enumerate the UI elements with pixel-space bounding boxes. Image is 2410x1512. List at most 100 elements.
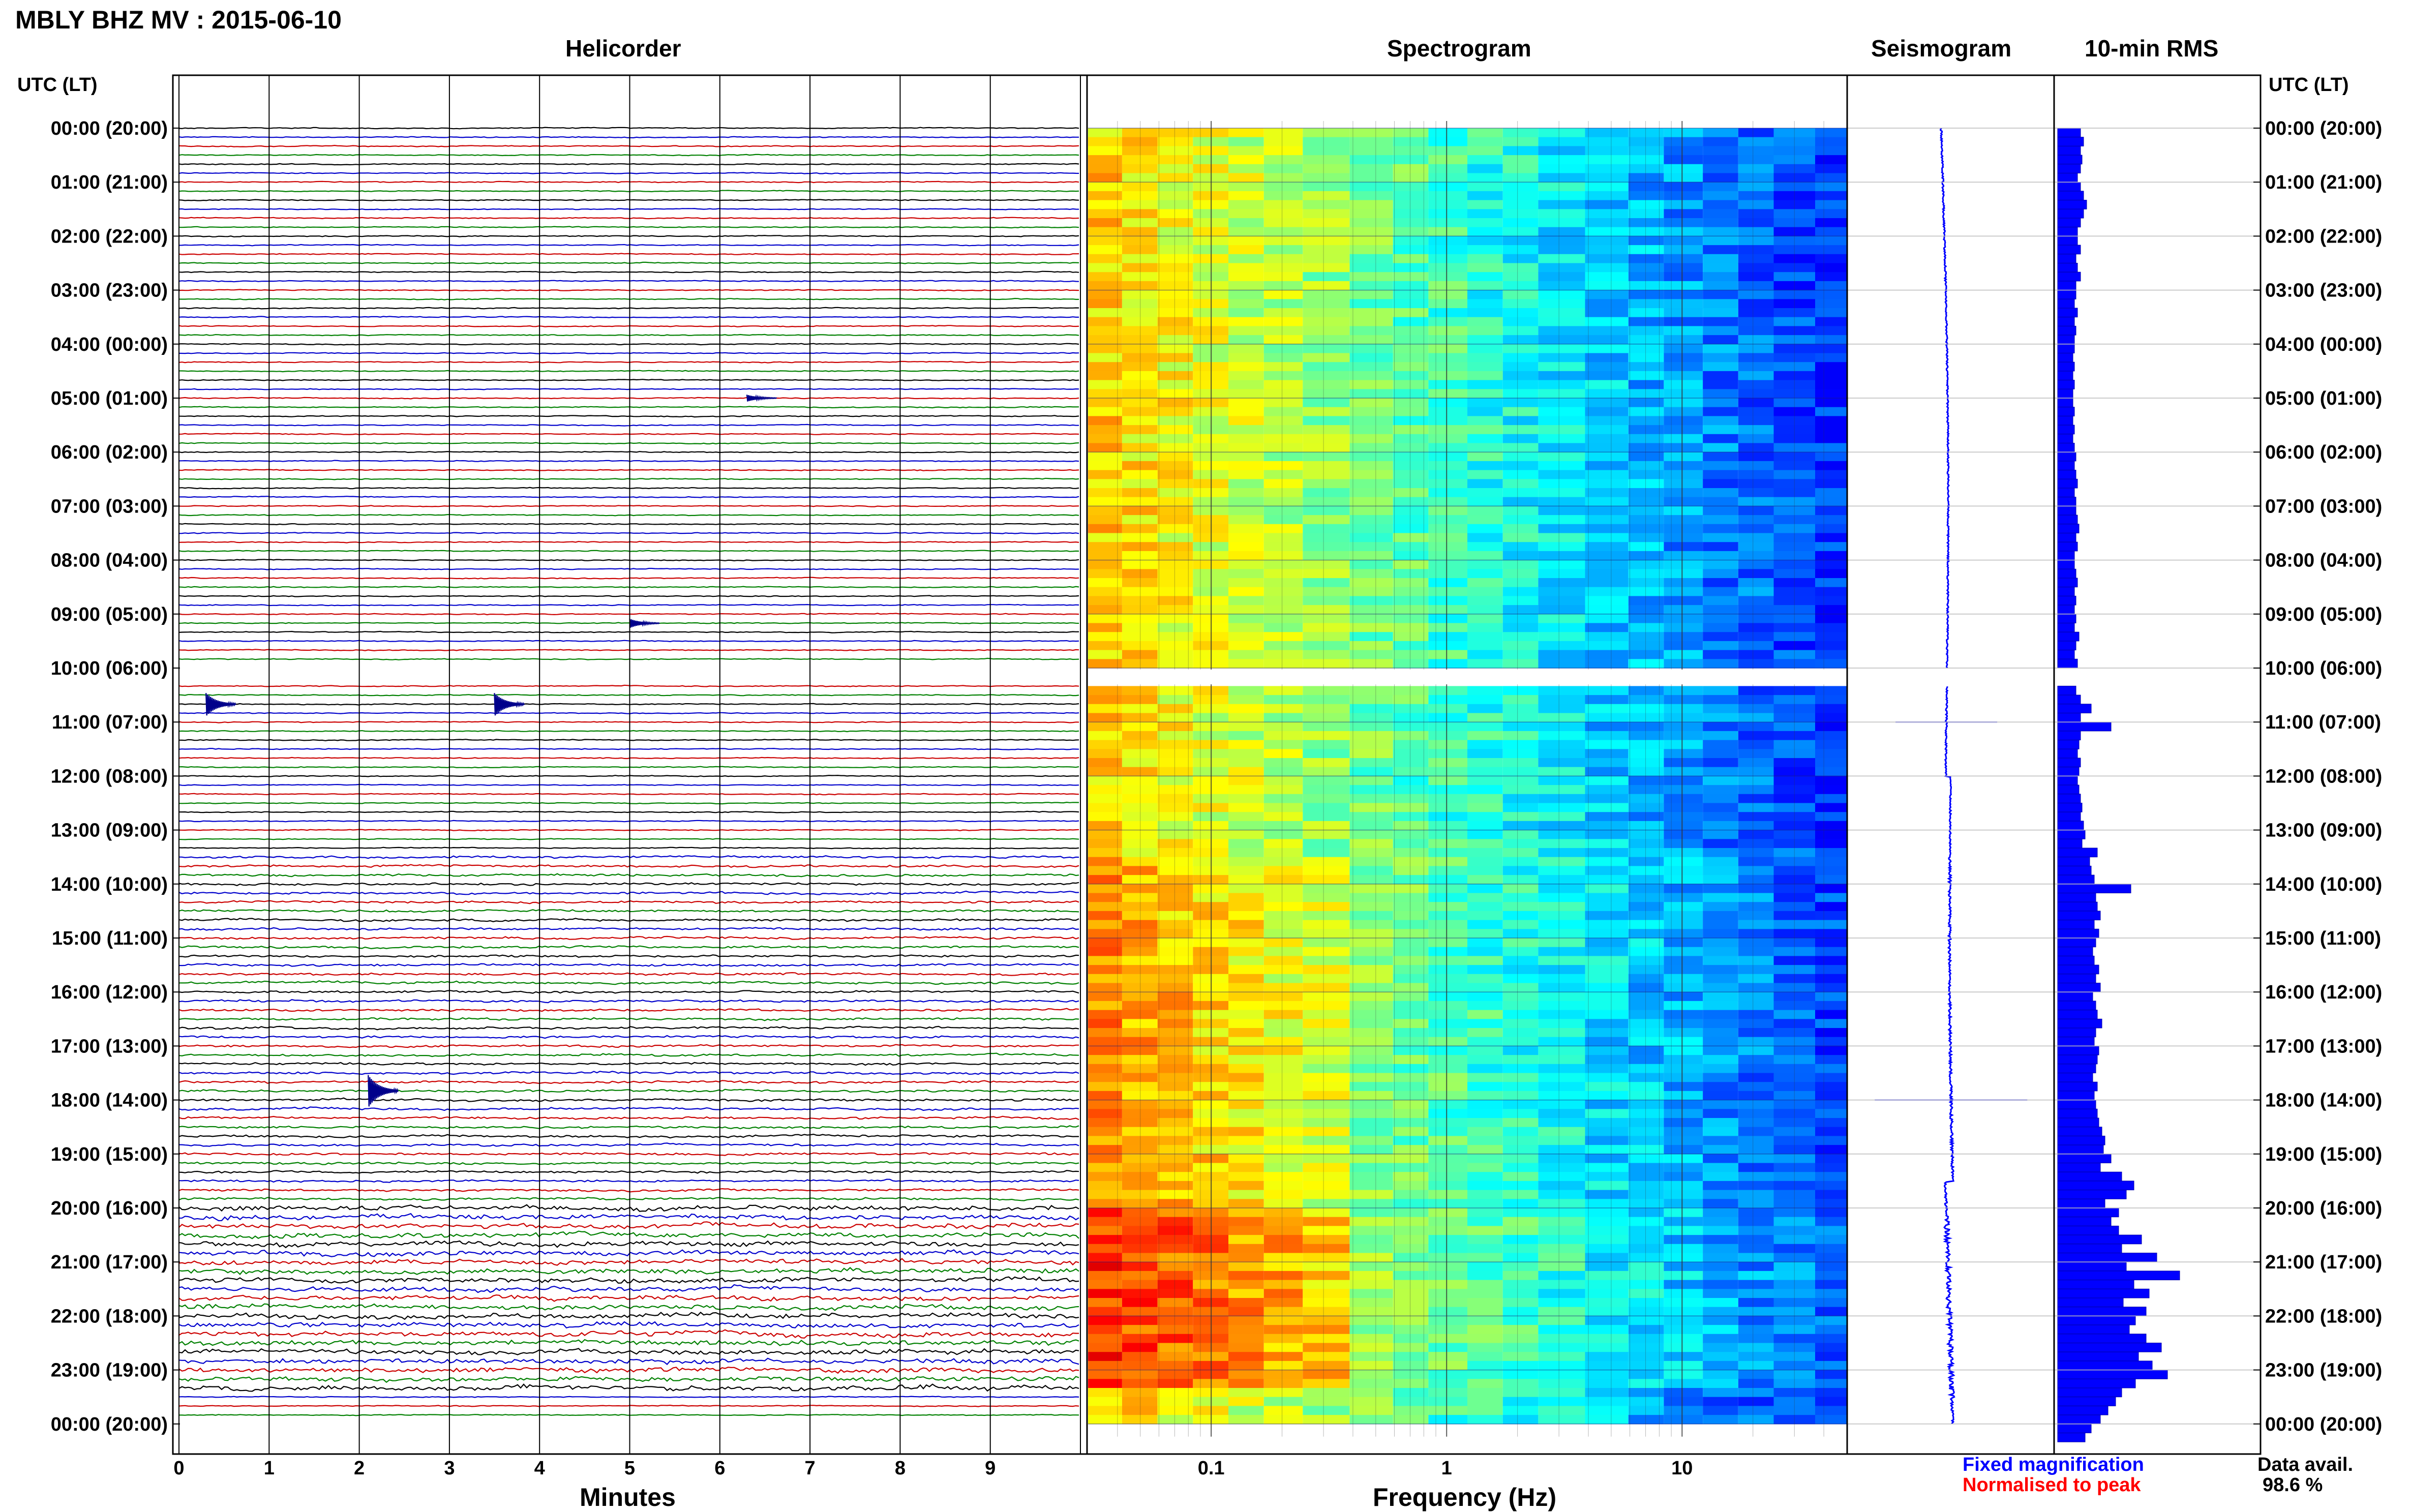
spectrogram-cell	[1349, 434, 1393, 444]
spectrogram-cell	[1628, 1055, 1664, 1065]
spectrogram-cell	[1538, 1208, 1585, 1218]
helicorder-trace	[178, 1383, 1079, 1392]
spectrogram-cell	[1088, 1046, 1122, 1055]
spectrogram-cell	[1122, 1100, 1158, 1109]
spectrogram-cell	[1393, 317, 1429, 326]
spectrogram-cell	[1303, 1388, 1350, 1398]
spectrogram-cell	[1815, 1064, 1847, 1074]
spectrogram-cell	[1467, 1028, 1503, 1038]
spectrogram-cell	[1393, 1235, 1429, 1245]
spectrogram-cell	[1703, 929, 1738, 939]
spectrogram-cell	[1263, 1028, 1303, 1038]
spectrogram-cell	[1502, 1253, 1539, 1262]
spectrogram-cell	[1263, 137, 1303, 146]
spectrogram-cell	[1349, 164, 1393, 174]
spectrogram-cell	[1738, 1280, 1774, 1289]
spectrogram-cell	[1628, 191, 1664, 201]
spectrogram-cell	[1263, 488, 1303, 498]
spectrogram-cell	[1349, 182, 1393, 192]
spectrogram-cell	[1263, 848, 1303, 858]
spectrogram-cell	[1538, 866, 1585, 875]
spectrogram-cell	[1393, 434, 1429, 444]
spectrogram-cell	[1088, 479, 1122, 489]
spectrogram-cell	[1263, 263, 1303, 273]
spectrogram-cell	[1428, 1379, 1467, 1388]
spectrogram-cell	[1088, 218, 1122, 228]
spectrogram-cell	[1628, 965, 1664, 975]
spectrogram-cell	[1467, 1217, 1503, 1226]
spectrogram-cell	[1815, 551, 1847, 561]
spectrogram-cell	[1538, 938, 1585, 948]
spectrogram-cell	[1773, 533, 1815, 542]
spectrogram-cell	[1738, 1073, 1774, 1082]
spectrogram-cell	[1703, 731, 1738, 741]
spectrogram-cell	[1303, 236, 1350, 246]
spectrogram-cell	[1303, 776, 1350, 785]
spectrogram-cell	[1585, 1334, 1629, 1344]
spectrogram-cell	[1228, 236, 1264, 246]
spectrogram-cell	[1538, 1352, 1585, 1362]
spectrogram-cell	[1585, 155, 1629, 165]
spectrogram-cell	[1428, 191, 1467, 201]
spectrogram-cell	[1393, 848, 1429, 858]
spectrogram-cell	[1088, 1010, 1122, 1019]
spectrogram-cell	[1538, 947, 1585, 956]
spectrogram-cell	[1703, 263, 1738, 273]
spectrogram-cell	[1393, 641, 1429, 651]
data-gap	[1088, 670, 2053, 685]
spectrogram-cell	[1502, 398, 1539, 408]
rms-bar	[2057, 694, 2081, 705]
spectrogram-cell	[1088, 1343, 1122, 1352]
spectrogram-cell	[1703, 1280, 1738, 1289]
spectrogram-cell	[1738, 524, 1774, 534]
spectrogram-cell	[1815, 479, 1847, 489]
spectrogram-cell	[1228, 902, 1264, 912]
spectrogram-cell	[1088, 587, 1122, 596]
spectrogram-cell	[1303, 857, 1350, 866]
spectrogram-cell	[1538, 1037, 1585, 1046]
spectrogram-cell	[1228, 524, 1264, 534]
spectrogram-cell	[1585, 524, 1629, 534]
spectrogram-cell	[1088, 839, 1122, 849]
spectrogram-cell	[1428, 470, 1467, 479]
spectrogram-cell	[1228, 1271, 1264, 1281]
spectrogram-cell	[1349, 146, 1393, 156]
spectrogram-cell	[1393, 722, 1429, 732]
spectrogram-cell	[1122, 146, 1158, 156]
spectrogram-cell	[1502, 128, 1539, 138]
spectrogram-cell	[1303, 1253, 1350, 1262]
spectrogram-cell	[1628, 164, 1664, 174]
spectrogram-cell	[1664, 452, 1703, 462]
spectrogram-cell	[1122, 164, 1158, 174]
spectrogram-cell	[1467, 614, 1503, 624]
spectrogram-cell	[1157, 938, 1193, 948]
spectrogram-cell	[1585, 1271, 1629, 1281]
spectrogram-cell	[1773, 974, 1815, 984]
spectrogram-cell	[1502, 830, 1539, 839]
spectrogram-cell	[1393, 632, 1429, 642]
spectrogram-cell	[1088, 389, 1122, 399]
rms-bar	[2057, 164, 2081, 173]
spectrogram-cell	[1815, 443, 1847, 452]
spectrogram-cell	[1628, 1208, 1664, 1218]
spectrogram-cell	[1088, 173, 1122, 183]
spectrogram-cell	[1467, 416, 1503, 426]
spectrogram-cell	[1228, 1217, 1264, 1226]
helicorder-trace	[178, 712, 1079, 714]
spectrogram-cell	[1628, 893, 1664, 902]
spectrogram-cell	[1122, 389, 1158, 399]
spectrogram-cell	[1538, 776, 1585, 785]
spectrogram-cell	[1773, 1226, 1815, 1235]
spectrogram-cell	[1502, 776, 1539, 785]
spectrogram-cell	[1393, 1334, 1429, 1344]
frequency-axis-label: Frequency (Hz)	[1373, 1483, 1557, 1511]
spectrogram-cell	[1738, 1415, 1774, 1425]
helicorder-trace	[178, 747, 1079, 750]
spectrogram-cell	[1628, 1154, 1664, 1164]
spectrogram-cell	[1349, 1379, 1393, 1388]
spectrogram-cell	[1628, 515, 1664, 525]
spectrogram-cell	[1628, 1073, 1664, 1082]
rms-bar	[2057, 1244, 2122, 1254]
spectrogram-cell	[1263, 272, 1303, 282]
